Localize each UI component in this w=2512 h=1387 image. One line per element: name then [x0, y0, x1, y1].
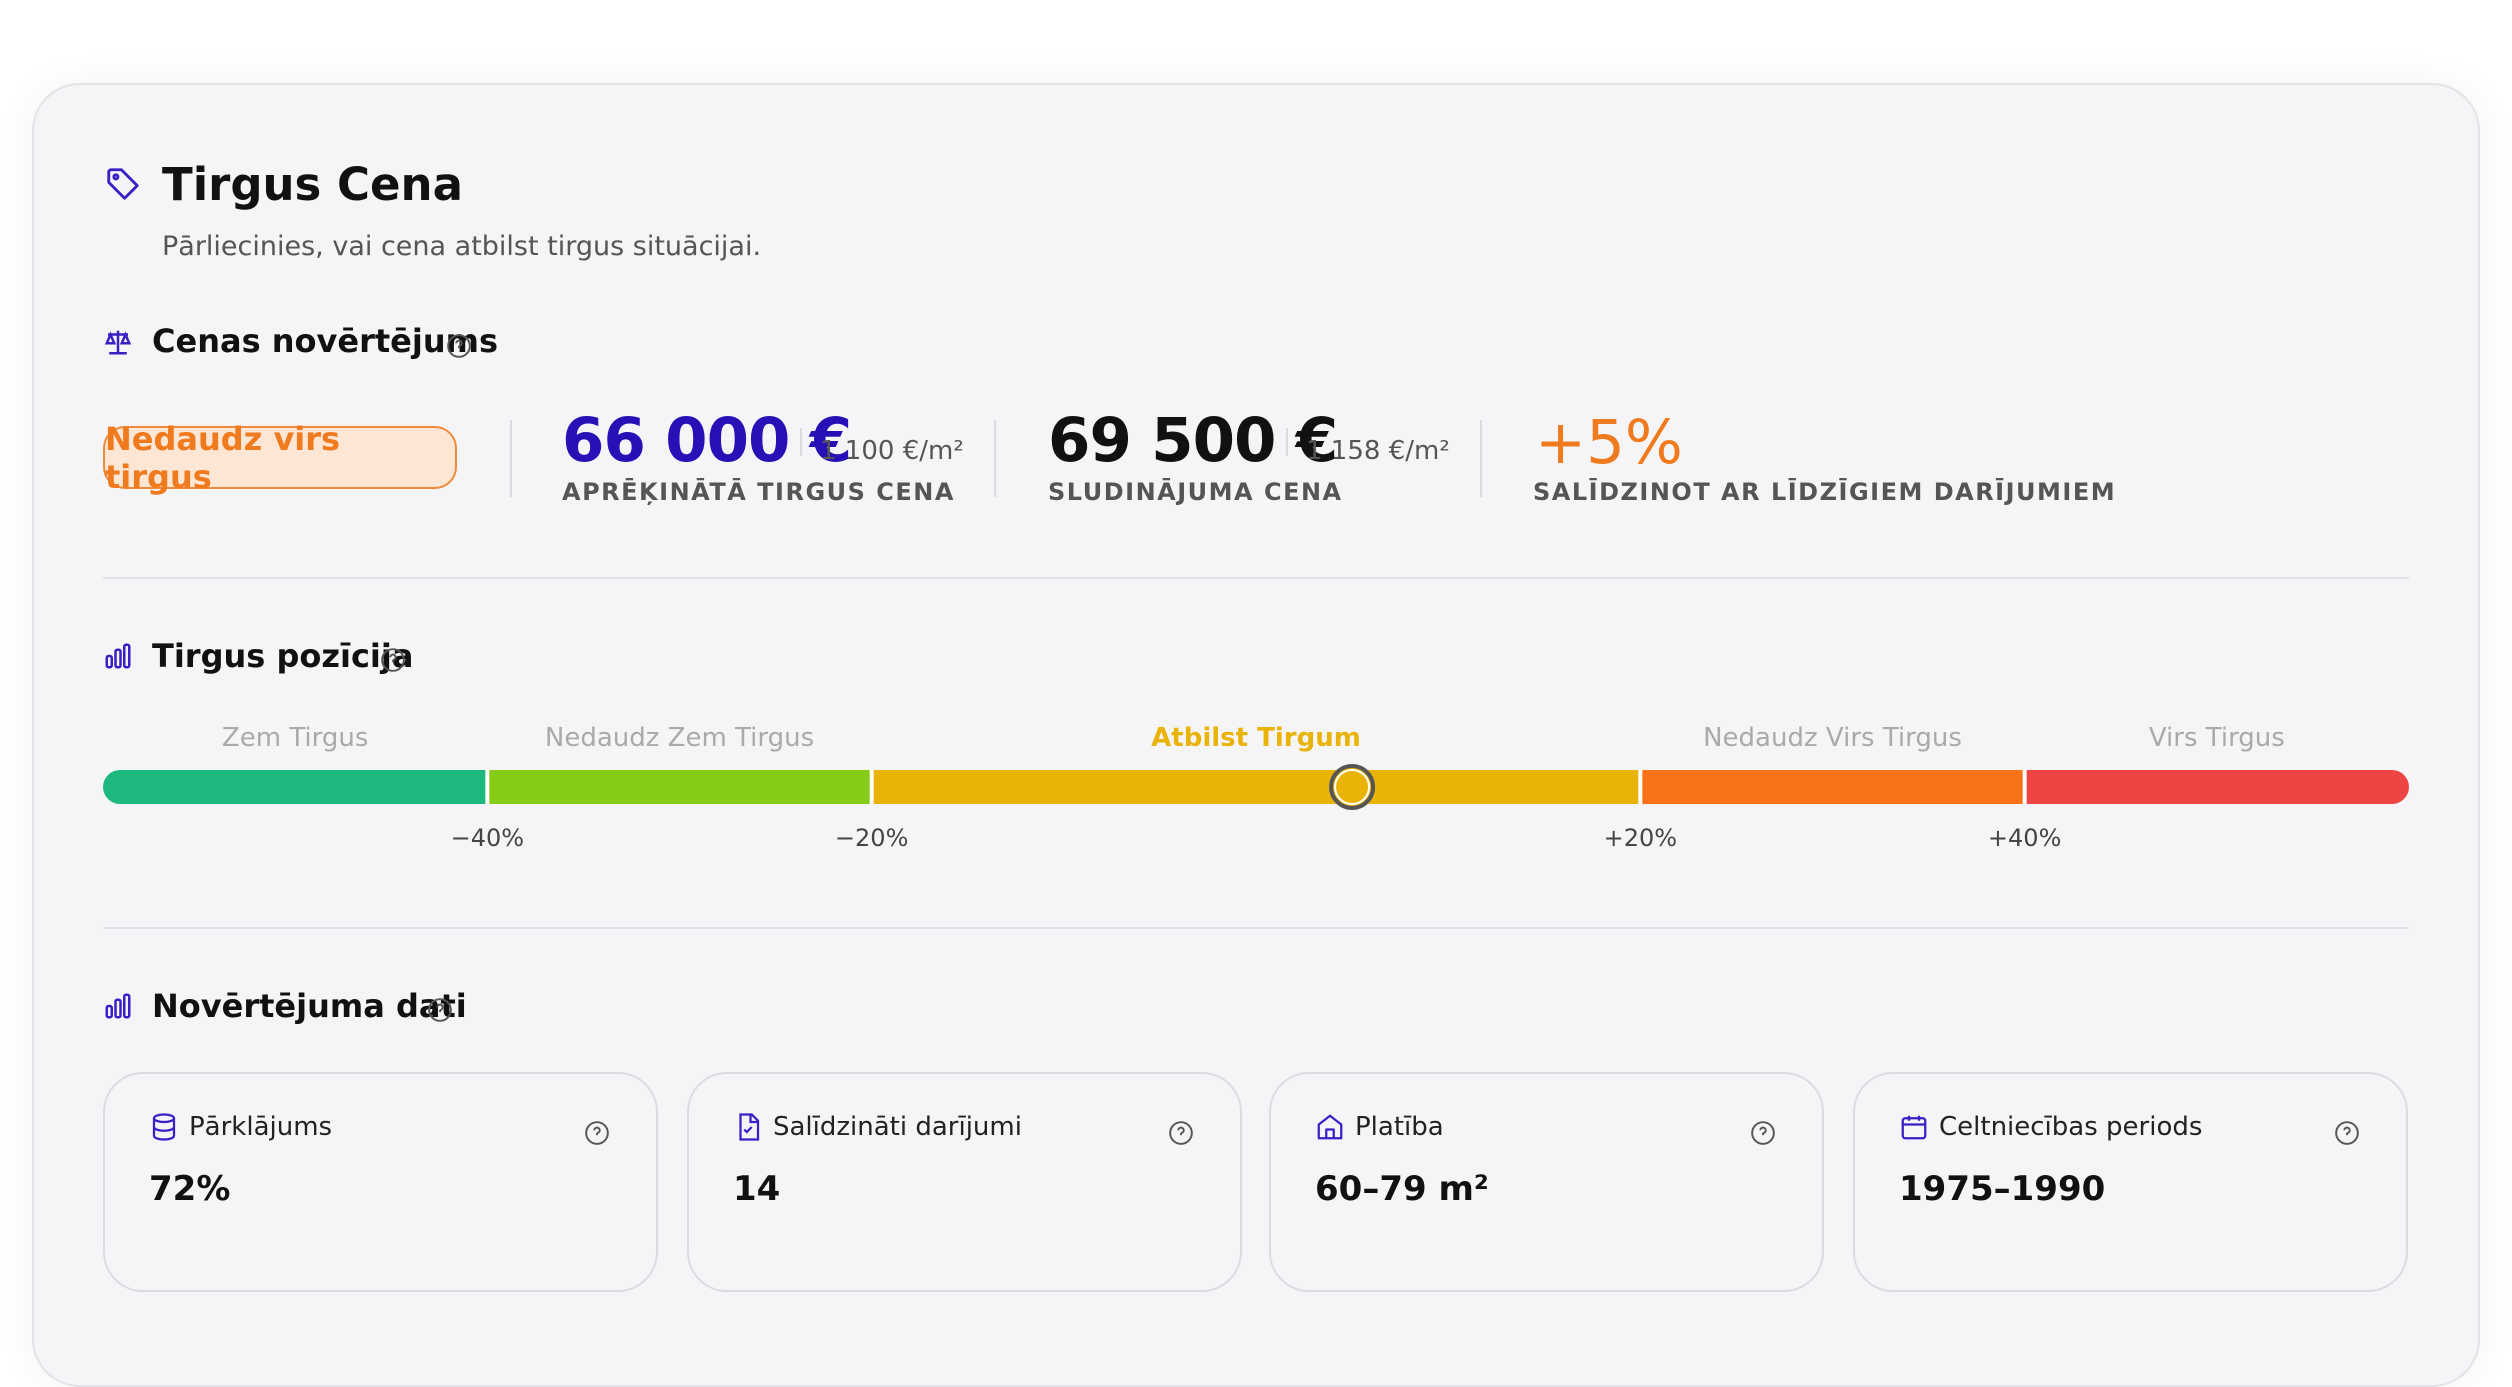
zone-segment: [1640, 770, 2025, 804]
calendar-icon: [1901, 1115, 1927, 1140]
divider: [994, 420, 996, 497]
home-icon: [1317, 1114, 1343, 1140]
zone-segment: [103, 770, 488, 804]
tick-label: +20%: [1603, 824, 1678, 852]
listing-price: 69 500 €: [1048, 405, 1338, 476]
divider: [1480, 420, 1482, 497]
scale-bar: [103, 764, 2409, 810]
card-label: Salīdzināti darījumi: [773, 1112, 1022, 1142]
zone-segment: [871, 770, 1641, 804]
card-value: 60–79 m²: [1315, 1169, 1489, 1209]
zone-label: Nedaudz Zem Tirgus: [544, 723, 815, 753]
zone-label: Atbilst Tirgum: [1151, 723, 1361, 753]
difference-caption: SALĪDZINOT AR LĪDZĪGIEM DARĪJUMIEM: [1533, 478, 2117, 506]
tick-label: +40%: [1987, 824, 2062, 852]
card-value: 14: [733, 1169, 781, 1209]
document-icon: [739, 1113, 760, 1141]
help-icon[interactable]: [2334, 1120, 2360, 1146]
help-icon[interactable]: [446, 333, 472, 359]
subtitle: Pārliecinies, vai cena atbilst tirgus si…: [162, 231, 762, 262]
separator: [103, 927, 2409, 929]
page: html,body{margin:0;padding:0;} body{widt…: [32, 83, 2480, 1387]
bars-icon: [105, 643, 131, 669]
market-price-label: APRĒĶINĀTĀ TIRGUS CENA: [562, 478, 955, 506]
data-card: Platība 60–79 m²: [1269, 1072, 1824, 1292]
tick-label: −20%: [834, 824, 909, 852]
screen: {"header":{"title":"Tirgus Cena","subtit…: [32, 83, 2480, 1387]
card-value: 72%: [149, 1169, 231, 1209]
divider: [510, 420, 512, 497]
help-icon[interactable]: [1168, 1120, 1194, 1146]
market-price-per-m2: 1 100 €/m²: [820, 436, 964, 466]
data-card: Salīdzināti darījumi 14: [687, 1072, 1242, 1292]
tick-label: −40%: [450, 824, 525, 852]
listing-price-label: SLUDINĀJUMA CENA: [1048, 478, 1343, 506]
help-icon[interactable]: [380, 647, 406, 673]
separator: [103, 577, 2409, 579]
help-icon[interactable]: [427, 997, 453, 1023]
card-label: Pārklājums: [189, 1112, 333, 1142]
tag-icon: [107, 168, 139, 200]
zone-segment: [487, 770, 872, 804]
divider: [1286, 428, 1288, 456]
market-scale: Zem Tirgus Nedaudz Zem Tirgus Atbilst Tirg…: [103, 700, 2409, 860]
zone-label: Zem Tirgus: [221, 723, 369, 753]
card-label: Platība: [1355, 1112, 1444, 1142]
help-icon[interactable]: [1750, 1120, 1776, 1146]
title: Tirgus Cena: [162, 158, 463, 211]
status-badge: Nedaudz virs tirgus: [103, 420, 457, 496]
database-icon: [152, 1113, 176, 1141]
zone-segment: [2024, 770, 2409, 804]
divider: [800, 428, 802, 456]
section-title: Cenas novērtējums: [152, 322, 498, 360]
marker-ring: [1334, 769, 1371, 805]
listing-price-per-m2: 1 158 €/m²: [1306, 436, 1450, 466]
market-price: 66 000 €: [562, 405, 852, 476]
section-title: Tirgus pozīcija: [152, 637, 414, 675]
zone-label: Nedaudz Virs Tirgus: [1703, 723, 1962, 753]
help-icon[interactable]: [584, 1120, 610, 1146]
scale-icon: [104, 330, 132, 355]
position-marker: [1329, 764, 1376, 810]
zone-label: Virs Tirgus: [2148, 723, 2285, 753]
bars-icon: [105, 993, 131, 1019]
section-title: Novērtējuma dati: [152, 987, 467, 1025]
data-card: Pārklājums 72%: [103, 1072, 658, 1292]
card-value: 1975–1990: [1899, 1169, 2106, 1209]
difference: +5%: [1535, 407, 1683, 478]
card-label: Celtniecības periods: [1939, 1112, 2203, 1142]
data-card: Celtniecības periods 1975–1990: [1853, 1072, 2408, 1292]
